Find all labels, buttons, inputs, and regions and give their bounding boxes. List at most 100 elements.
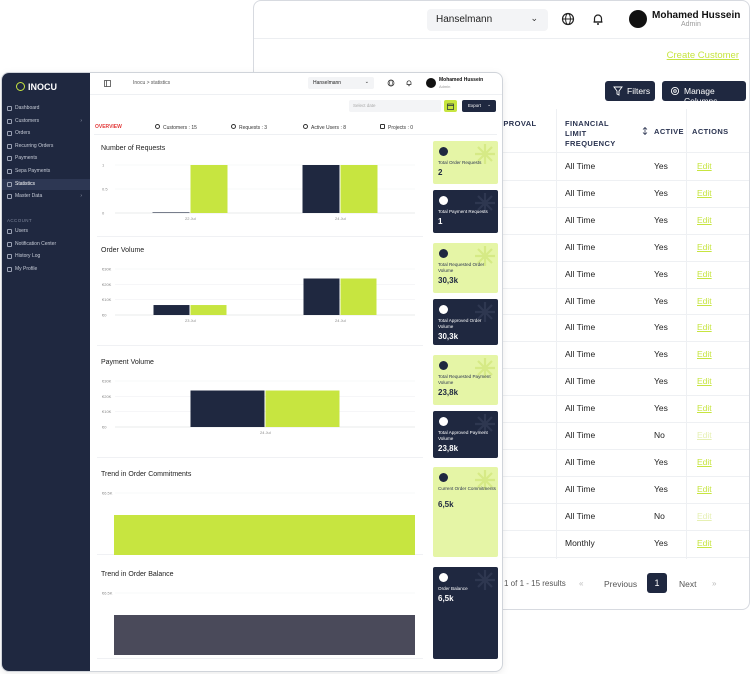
globe-icon[interactable] <box>560 11 576 27</box>
decorative-pattern-icon <box>475 414 495 434</box>
chart-svg: €30K €20K €10K €0 24 Jul <box>102 379 415 435</box>
cell-active: No <box>654 430 665 440</box>
first-page-button[interactable]: « <box>579 579 584 588</box>
calendar-button[interactable] <box>444 100 457 112</box>
edit-link[interactable]: Edit <box>697 161 712 171</box>
sidebar-item-payments[interactable]: Payments <box>2 153 90 164</box>
y-tick-label: €30K <box>102 379 112 384</box>
avatar[interactable] <box>426 78 436 88</box>
sidebar-item-label: Orders <box>15 130 31 137</box>
y-tick-label: €20K <box>102 394 112 399</box>
sidebar-item-my-profile[interactable]: My Profile <box>2 264 90 275</box>
sidebar-item-orders[interactable]: Orders <box>2 128 90 139</box>
sidebar-item-notification-center[interactable]: Notification Center <box>2 239 90 250</box>
sidebar-item-sepa-payments[interactable]: Sepa Payments <box>2 166 90 177</box>
edit-link[interactable]: Edit <box>697 241 712 252</box>
kpi-label: Total Requested Order Volume <box>438 262 485 273</box>
avatar[interactable] <box>629 10 647 28</box>
projects-icon <box>380 124 385 129</box>
bar[interactable] <box>302 165 340 213</box>
edit-link[interactable]: Edit <box>697 456 712 467</box>
sort-icon[interactable] <box>642 127 648 135</box>
breadcrumb: Inocu > statistics <box>133 80 171 86</box>
org-select[interactable]: Hanselmann ⌄ <box>308 77 374 89</box>
bar[interactable] <box>340 278 377 315</box>
edit-link[interactable]: Edit <box>697 295 712 306</box>
sidebar-item-recurring-orders[interactable]: Recurring Orders <box>2 141 90 152</box>
edit-link[interactable]: Edit <box>697 376 712 387</box>
cell-frequency: All Time <box>565 322 596 333</box>
area-series[interactable] <box>114 615 415 655</box>
last-page-button[interactable]: » <box>712 579 717 588</box>
kpi-value: 23,8k <box>438 444 459 453</box>
kpi-icon <box>439 196 448 205</box>
bar[interactable] <box>153 305 190 315</box>
requests-icon <box>231 124 236 129</box>
cell-active: Yes <box>654 456 668 467</box>
edit-link[interactable]: Edit <box>697 349 712 360</box>
sidebar-item-users[interactable]: Users <box>2 226 90 237</box>
sidebar-item-icon <box>7 156 12 162</box>
bar[interactable] <box>190 305 227 315</box>
sidebar-item-history-log[interactable]: History Log <box>2 251 90 262</box>
customers-icon <box>155 124 160 129</box>
x-tick-label: 24 Jul <box>335 216 346 221</box>
edit-link[interactable]: Edit <box>697 483 712 494</box>
stat-projects: Projects : 0 <box>380 124 413 131</box>
edit-link[interactable]: Edit <box>697 187 712 198</box>
kpi-value: 6,5k <box>438 594 454 603</box>
next-page-button[interactable]: Next <box>679 579 697 589</box>
chart-card: Order Volume €30K €20K €10K €0 23 Jul 24 Jul <box>97 243 423 346</box>
sidebar-toggle-icon[interactable] <box>104 80 111 87</box>
sidebar-item-dashboard[interactable]: Dashboard <box>2 103 90 114</box>
chevron-right-icon: › <box>80 117 82 124</box>
bar[interactable] <box>190 390 265 427</box>
statistics-window: INOCU Dashboard Customers › Orders Recurring… <box>1 72 503 672</box>
export-button[interactable]: Export ⌄ <box>462 100 496 112</box>
chart-title: Order Volume <box>101 247 145 254</box>
calendar-icon <box>447 103 454 110</box>
column-divider <box>556 109 557 559</box>
org-select[interactable]: Hanselmann ⌄ <box>427 9 548 31</box>
sidebar-item-statistics[interactable]: Statistics <box>2 178 90 190</box>
header-financial-frequency: FINANCIAL LIMIT FREQUENCY <box>565 119 616 148</box>
edit-link[interactable]: Edit <box>697 430 712 440</box>
manage-columns-button[interactable]: Manage Columns <box>662 81 746 106</box>
bell-icon[interactable] <box>590 11 606 27</box>
edit-link[interactable]: Edit <box>697 214 712 225</box>
bar[interactable] <box>190 165 228 213</box>
users-icon <box>303 124 308 129</box>
kpi-card: Total Requested Order Volume 30,3k <box>433 243 498 293</box>
sidebar-item-master-data[interactable]: Master Data › <box>2 191 90 202</box>
sidebar-item-icon <box>7 118 12 124</box>
globe-icon[interactable] <box>387 79 395 87</box>
create-customer-link[interactable]: Create Customer <box>666 50 739 61</box>
kpi-icon <box>439 473 448 482</box>
edit-link[interactable]: Edit <box>697 510 712 521</box>
sidebar-item-icon <box>7 169 12 174</box>
bar[interactable] <box>152 212 190 213</box>
edit-link[interactable]: Edit <box>697 537 712 548</box>
bar[interactable] <box>265 390 340 427</box>
bell-icon[interactable] <box>405 79 413 87</box>
edit-link[interactable]: Edit <box>697 322 712 333</box>
kpi-label: Total Order Requests <box>438 160 482 165</box>
header-active: ACTIVE <box>654 127 684 136</box>
sidebar-item-label: Customers <box>15 117 40 124</box>
bar[interactable] <box>303 278 340 315</box>
stat-requests-text: Requests : 3 <box>239 125 268 131</box>
export-label: Export <box>468 103 482 108</box>
edit-link[interactable]: Edit <box>697 403 712 414</box>
bar[interactable] <box>340 165 378 213</box>
y-tick-label: €20K <box>102 282 112 287</box>
area-series[interactable] <box>114 515 415 555</box>
edit-link[interactable]: Edit <box>697 268 712 279</box>
sidebar-item-customers[interactable]: Customers › <box>2 116 90 127</box>
page-1-button[interactable]: 1 <box>647 573 667 593</box>
previous-page-button[interactable]: Previous <box>604 579 638 589</box>
date-input[interactable]: Select date <box>349 100 441 112</box>
filters-button[interactable]: Filters <box>605 81 655 101</box>
chevron-down-icon: ⌄ <box>487 102 491 107</box>
